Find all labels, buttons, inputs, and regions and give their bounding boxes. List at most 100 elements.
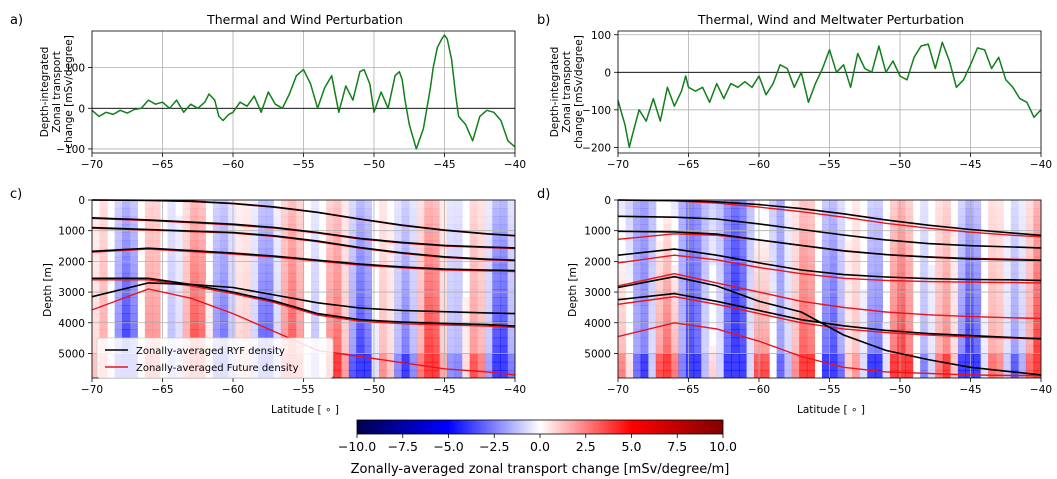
field-cell <box>484 208 493 217</box>
field-cell <box>258 232 267 242</box>
field-cell <box>492 224 501 233</box>
field-cell <box>753 361 763 371</box>
field-cell <box>469 248 478 258</box>
field-cell <box>648 248 657 258</box>
field-cell <box>431 248 441 258</box>
field-cell <box>663 280 672 290</box>
field-cell <box>484 289 493 298</box>
field-cell <box>852 353 861 363</box>
field-cell <box>235 297 244 306</box>
field-cell <box>144 305 154 314</box>
field-cell <box>927 280 936 290</box>
field-cell <box>326 248 335 258</box>
field-cell <box>431 305 441 314</box>
x-tick-label: −50 <box>889 159 911 171</box>
field-cell <box>731 313 740 322</box>
x-tick-label: −50 <box>363 384 385 396</box>
y-tick-label: 1000 <box>58 226 85 238</box>
field-cell <box>492 329 501 339</box>
field-cell <box>746 272 755 282</box>
field-cell <box>761 272 770 282</box>
field-cell <box>401 369 410 378</box>
field-cell <box>144 240 154 250</box>
field-cell <box>738 297 748 306</box>
field-cell <box>618 369 627 378</box>
field-cell <box>1010 272 1019 282</box>
field-cell <box>784 240 793 250</box>
field-cell <box>288 216 297 225</box>
field-cell <box>409 272 418 282</box>
field-cell <box>693 240 702 250</box>
field-cell <box>122 297 131 306</box>
field-cell <box>1003 289 1012 298</box>
field-cell <box>1025 329 1035 339</box>
field-cell <box>889 361 899 371</box>
field-cell <box>424 280 433 290</box>
field-cell <box>431 289 441 298</box>
panel-b-plot <box>617 41 1042 149</box>
field-cell <box>685 361 695 371</box>
field-cell <box>394 345 403 355</box>
field-cell <box>633 353 642 363</box>
field-cell <box>701 289 710 298</box>
field-cell <box>837 345 846 355</box>
field-cell <box>618 200 627 209</box>
field-cell <box>454 232 463 242</box>
field-cell <box>927 272 936 282</box>
field-cell <box>401 200 410 209</box>
field-cell <box>333 216 342 225</box>
field-cell <box>935 216 944 225</box>
field-cell <box>454 305 463 314</box>
field-cell <box>431 200 441 209</box>
field-cell <box>167 313 176 322</box>
field-cell <box>152 289 161 298</box>
field-cell <box>507 305 515 314</box>
field-cell <box>454 337 463 347</box>
field-cell <box>356 208 365 217</box>
ryf-contour-3 <box>617 248 1042 282</box>
field-cell <box>363 208 373 217</box>
field-cell <box>492 248 501 258</box>
field-cell <box>1018 232 1027 242</box>
field-cell <box>363 313 373 322</box>
field-cell <box>950 313 959 322</box>
field-cell <box>897 208 906 217</box>
field-cell <box>731 305 740 314</box>
field-cell <box>499 329 509 339</box>
field-cell <box>957 289 967 298</box>
field-cell <box>776 264 785 274</box>
field-cell <box>852 361 861 371</box>
field-cell <box>363 272 373 282</box>
field-cell <box>288 321 297 331</box>
field-cell <box>243 208 252 217</box>
field-cell <box>746 337 755 347</box>
field-cell <box>379 337 388 347</box>
y-tick-label: 3000 <box>584 287 611 299</box>
field-cell <box>220 216 229 225</box>
field-cell <box>1010 200 1019 209</box>
field-cell <box>1010 345 1019 355</box>
field-cell <box>235 208 244 217</box>
panel-d: d) Depth [m] Latitude [ ∘ ] −70 −65 −60 −55… <box>537 187 1052 416</box>
field-cell <box>806 240 815 250</box>
field-cell <box>212 280 222 290</box>
field-cell <box>844 280 853 290</box>
field-cell <box>197 305 206 314</box>
field-cell <box>507 297 515 306</box>
field-cell <box>708 369 717 378</box>
field-cell <box>821 345 831 355</box>
field-cell <box>723 240 732 250</box>
field-cell <box>678 361 687 371</box>
field-cell <box>431 321 441 331</box>
field-cell <box>618 337 627 347</box>
field-cell <box>670 264 680 274</box>
field-cell <box>685 297 695 306</box>
field-cell <box>431 313 441 322</box>
field-cell <box>723 369 732 378</box>
field-cell <box>950 272 959 282</box>
field-cell <box>648 264 657 274</box>
field-cell <box>401 305 410 314</box>
field-cell <box>874 216 883 225</box>
field-cell <box>363 200 373 209</box>
